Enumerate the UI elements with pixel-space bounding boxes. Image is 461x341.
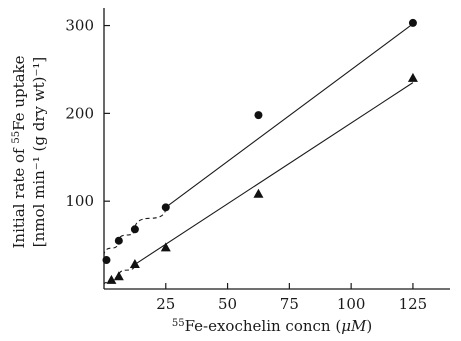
x-tick-label-75: 75 [280, 295, 299, 313]
y-axis-title-line1-post: Fe uptake [10, 55, 28, 131]
circle-point-0 [102, 256, 111, 265]
triangle-point-1 [113, 271, 124, 281]
x-axis-title-close: ) [366, 317, 372, 335]
x-tick-label-25: 25 [156, 295, 175, 313]
circle-point-2 [130, 225, 139, 234]
triangle-point-2 [129, 259, 140, 269]
triangle-point-4 [253, 188, 264, 198]
circle-fit-line [165, 23, 414, 208]
x-tick-label-100: 100 [337, 295, 366, 313]
circle-point-5 [408, 18, 417, 27]
x-axis-title-main: Fe-exochelin concn ( [185, 317, 342, 335]
ticks: 25 50 75 100 125 100 200 300 [65, 17, 427, 313]
circle-point-3 [161, 203, 170, 212]
y-axis-title-line2: [nmol min⁻¹ (g dry wt)⁻¹] [30, 57, 48, 247]
triangle-point-0 [106, 274, 117, 284]
y-axis-title-line1: Initial rate of 55Fe uptake [10, 55, 28, 248]
x-axis-title-sup: 55 [172, 318, 185, 329]
y-axis-title-line2-group: [nmol min⁻¹ (g dry wt)⁻¹] [30, 57, 48, 247]
axes [103, 8, 450, 290]
x-tick-label-50: 50 [218, 295, 237, 313]
triangle-fit-line [134, 82, 414, 265]
y-tick-label-100: 100 [65, 192, 94, 210]
y-tick-label-200: 200 [65, 104, 94, 122]
y-axis-title-line1-sup: 55 [11, 131, 22, 144]
x-tick-label-125: 125 [399, 295, 428, 313]
y-axis-title-line1-pre: Initial rate of [10, 144, 28, 249]
circle-point-1 [114, 236, 123, 245]
y-axis-title-line1-group: Initial rate of 55Fe uptake [10, 55, 28, 248]
data-points [102, 18, 418, 284]
triangle-point-3 [160, 242, 171, 252]
x-axis-title: 55Fe-exochelin concn (μM) [172, 317, 372, 335]
circle-point-4 [254, 111, 263, 120]
x-axis-title-unit: μM [341, 317, 367, 335]
fit-lines [103, 23, 414, 285]
y-tick-label-300: 300 [65, 17, 94, 35]
triangle-point-5 [407, 72, 418, 82]
